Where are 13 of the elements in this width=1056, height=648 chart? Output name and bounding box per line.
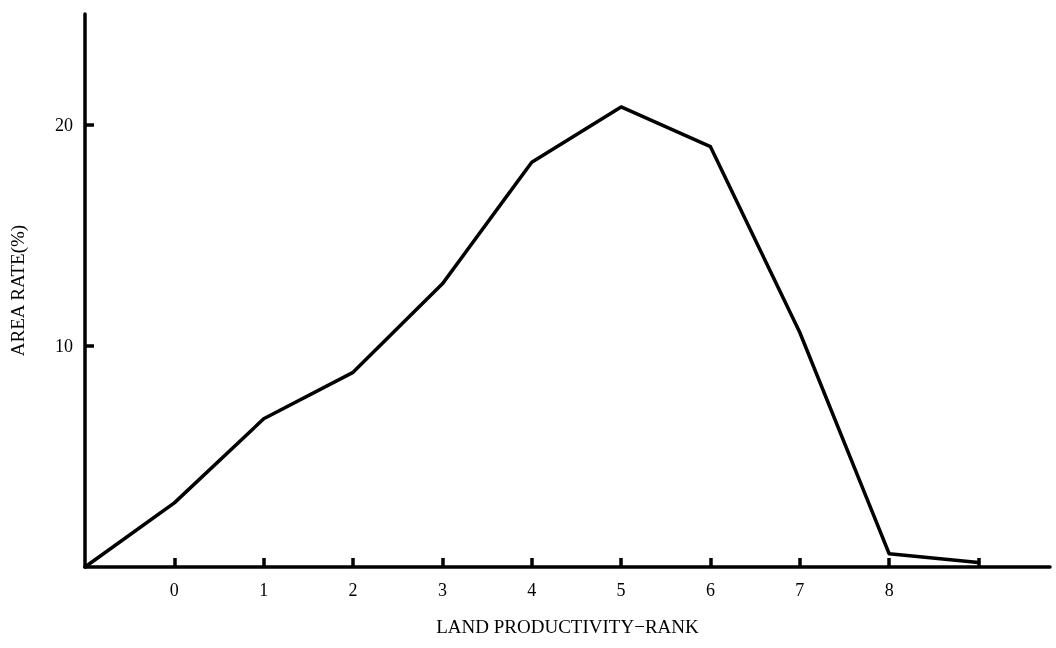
x-tick-label: 0 (169, 580, 179, 600)
x-tick-label: 2 (348, 580, 358, 600)
x-tick-label: 4 (527, 580, 537, 600)
x-tick-label: 3 (437, 580, 447, 600)
x-axis-title: LAND PRODUCTIVITY−RANK (436, 616, 699, 637)
x-tick-label: 7 (795, 580, 805, 600)
y-tick-label: 10 (55, 335, 73, 356)
y-axis-title: AREA RATE(%) (7, 224, 29, 357)
y-tick-label: 20 (55, 114, 73, 135)
x-tick-label: 1 (259, 580, 269, 600)
x-tick-label: 8 (884, 580, 894, 600)
x-tick-label: 5 (616, 580, 626, 600)
x-tick-label: 6 (705, 580, 715, 600)
